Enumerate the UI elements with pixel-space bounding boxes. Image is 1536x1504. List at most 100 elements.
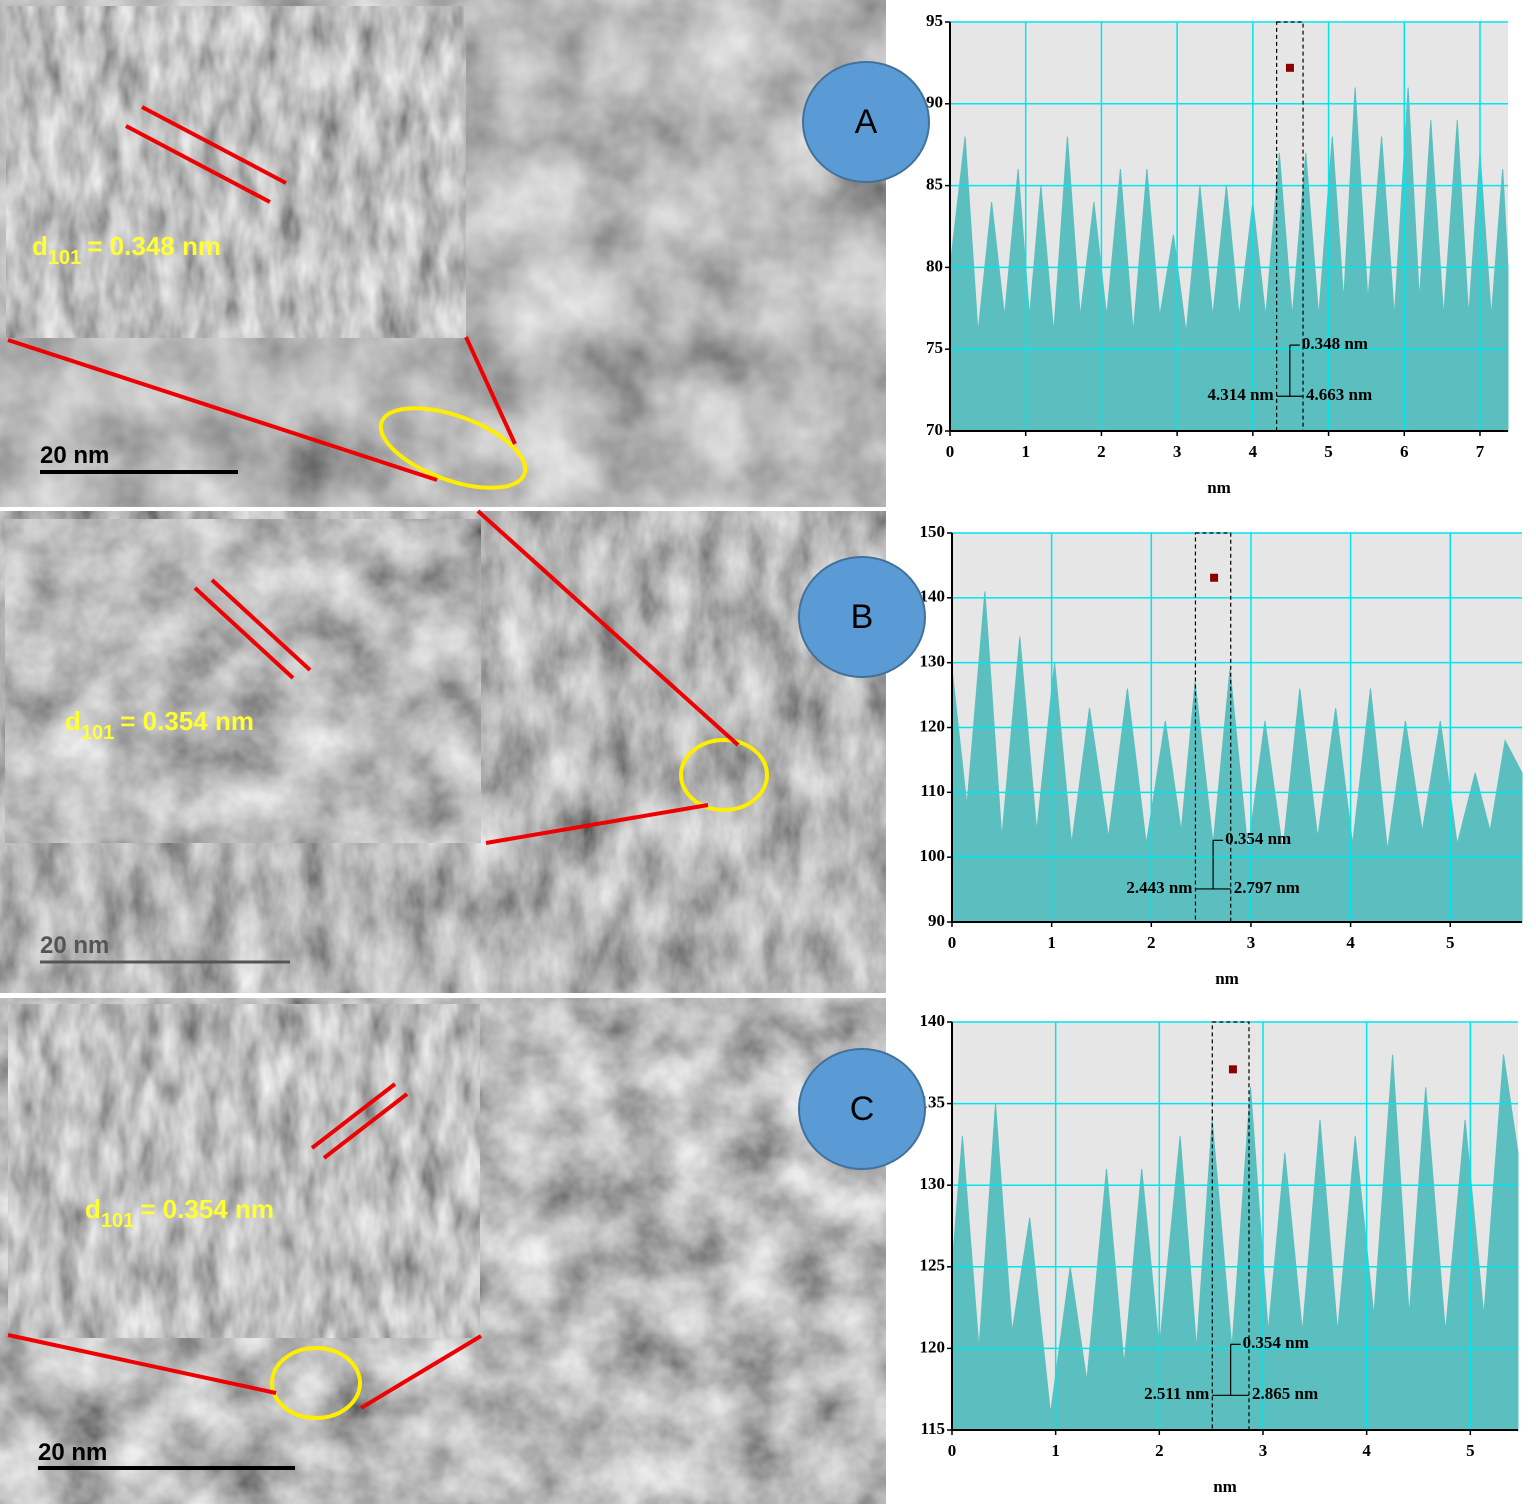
d-symbol: d bbox=[32, 231, 48, 261]
profile-area bbox=[949, 87, 1509, 432]
cursor-marker bbox=[1228, 1065, 1237, 1074]
x-tick-label: 7 bbox=[1476, 442, 1485, 461]
x-axis-label: nm bbox=[1215, 969, 1239, 988]
region-ellipse bbox=[378, 406, 528, 490]
width-label: 0.354 nm bbox=[1225, 829, 1291, 848]
x-tick-label: 0 bbox=[948, 1441, 957, 1460]
y-tick-label: 95 bbox=[926, 11, 943, 30]
inset-image bbox=[7, 1003, 481, 1339]
cursor-marker bbox=[1285, 63, 1294, 72]
region-box bbox=[1276, 21, 1304, 432]
x-axis-label: nm bbox=[1207, 478, 1231, 497]
pointer-arrow bbox=[476, 509, 740, 747]
panel-badge bbox=[798, 1048, 926, 1170]
y-tick-label: 130 bbox=[920, 652, 946, 671]
y-tick-label: 150 bbox=[920, 522, 946, 541]
inset-image bbox=[4, 4, 468, 340]
region-box bbox=[1194, 532, 1232, 923]
x-tick-label: 3 bbox=[1173, 442, 1182, 461]
y-tick-label: 115 bbox=[920, 1419, 945, 1438]
d-symbol: d bbox=[85, 1194, 101, 1224]
tem-panel: d101 = 0.354 nm 20 nm bbox=[0, 998, 886, 1504]
pointer-arrow bbox=[7, 1333, 277, 1395]
x-tick-label: 4 bbox=[1249, 442, 1258, 461]
y-tick-label: 130 bbox=[920, 1174, 946, 1193]
panel-badge bbox=[802, 61, 930, 183]
region-box bbox=[1211, 1021, 1250, 1431]
cursor-marker bbox=[1210, 573, 1219, 582]
d-value: = 0.354 nm bbox=[140, 1194, 274, 1224]
x-tick-label: 0 bbox=[946, 442, 955, 461]
d-symbol: d bbox=[65, 706, 81, 736]
start-label: 2.443 nm bbox=[1126, 878, 1192, 897]
start-label: 4.314 nm bbox=[1207, 385, 1273, 404]
panel-label: C bbox=[850, 1090, 875, 1128]
start-label: 2.511 nm bbox=[1144, 1384, 1209, 1403]
x-tick-label: 4 bbox=[1362, 1441, 1371, 1460]
tem-panel: d101 = 0.348 nm 20 nm bbox=[0, 0, 886, 507]
x-tick-label: 2 bbox=[1097, 442, 1106, 461]
d-spacing-label: d101 = 0.348 nm bbox=[32, 231, 221, 269]
x-tick-label: 3 bbox=[1247, 933, 1256, 952]
y-tick-label: 100 bbox=[920, 846, 946, 865]
panel-badges: A B C bbox=[798, 61, 930, 1170]
panel-label: A bbox=[855, 103, 878, 141]
end-label: 2.865 nm bbox=[1252, 1384, 1318, 1403]
x-tick-label: 3 bbox=[1259, 1441, 1268, 1460]
end-label: 2.797 nm bbox=[1234, 878, 1300, 897]
fringe-line bbox=[125, 124, 271, 204]
x-tick-label: 4 bbox=[1346, 933, 1355, 952]
scale-bar-label: 20 nm bbox=[40, 442, 109, 469]
d-spacing-label: d101 = 0.354 nm bbox=[65, 706, 254, 744]
region-ellipse bbox=[270, 1346, 362, 1420]
y-tick-label: 90 bbox=[928, 911, 945, 930]
region-ellipse bbox=[679, 738, 769, 812]
y-tick-label: 140 bbox=[920, 1011, 946, 1030]
panel-label: B bbox=[851, 598, 874, 636]
d-value: = 0.354 nm bbox=[120, 706, 254, 736]
x-tick-label: 6 bbox=[1400, 442, 1409, 461]
d-subscript: 101 bbox=[48, 247, 81, 269]
width-label: 0.348 nm bbox=[1302, 334, 1368, 353]
y-tick-label: 70 bbox=[926, 420, 943, 439]
fringe-line bbox=[141, 105, 287, 185]
y-tick-label: 120 bbox=[920, 1337, 946, 1356]
y-tick-label: 90 bbox=[926, 93, 943, 112]
y-tick-label: 80 bbox=[926, 256, 943, 275]
end-label: 4.663 nm bbox=[1306, 385, 1372, 404]
tem-panel: d101 = 0.354 nm 20 nm bbox=[0, 509, 886, 993]
fringe-line bbox=[193, 586, 295, 680]
y-tick-label: 85 bbox=[926, 175, 943, 194]
y-tick-label: 125 bbox=[920, 1256, 946, 1275]
panel-badge bbox=[798, 556, 926, 678]
y-tick-label: 120 bbox=[920, 716, 946, 735]
x-tick-label: 1 bbox=[1051, 1441, 1060, 1460]
width-label: 0.354 nm bbox=[1243, 1333, 1309, 1352]
fringe-line bbox=[322, 1092, 409, 1160]
fringe-line bbox=[210, 578, 312, 672]
x-tick-label: 2 bbox=[1155, 1441, 1164, 1460]
d-spacing-label: d101 = 0.354 nm bbox=[85, 1194, 274, 1232]
pointer-arrow bbox=[464, 336, 517, 445]
x-tick-label: 5 bbox=[1466, 1441, 1475, 1460]
y-tick-label: 75 bbox=[926, 338, 943, 357]
x-axis-label: nm bbox=[1213, 1477, 1237, 1496]
inset-image bbox=[3, 517, 483, 845]
x-tick-label: 5 bbox=[1324, 442, 1333, 461]
x-tick-label: 5 bbox=[1446, 933, 1455, 952]
pointer-arrow bbox=[7, 338, 438, 482]
profile-area bbox=[951, 1054, 1519, 1431]
d-subscript: 101 bbox=[101, 1210, 134, 1232]
x-tick-label: 2 bbox=[1147, 933, 1156, 952]
pointer-arrow bbox=[359, 1334, 483, 1410]
x-tick-label: 1 bbox=[1047, 933, 1056, 952]
scale-bar-label: 20 nm bbox=[40, 932, 109, 959]
d-value: = 0.348 nm bbox=[87, 231, 221, 261]
scale-bar-label: 20 nm bbox=[38, 1439, 107, 1466]
y-tick-label: 140 bbox=[920, 587, 946, 606]
pointer-arrow bbox=[485, 803, 709, 845]
x-tick-label: 1 bbox=[1021, 442, 1030, 461]
profile-charts: 70 75 80 85 90 95 0 1 2 3 4 5 6 7 nm 0.348 nm 4.314 nm 4.… bbox=[920, 11, 1523, 1496]
fringe-line bbox=[310, 1082, 397, 1150]
